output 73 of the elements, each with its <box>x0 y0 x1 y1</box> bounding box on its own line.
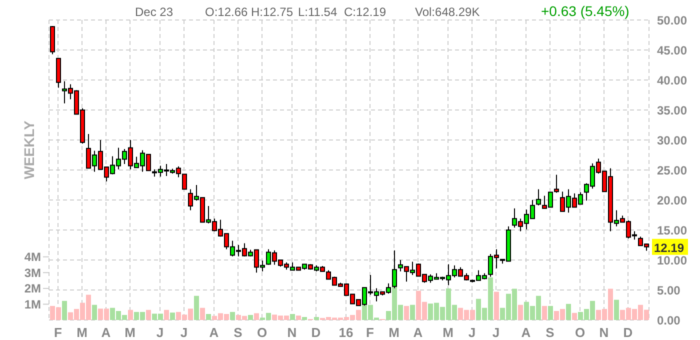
bar <box>302 317 307 320</box>
x-tick-label: M <box>388 325 400 340</box>
x-tick-label: S <box>546 325 555 340</box>
x-tick-label: N <box>599 325 609 340</box>
bar <box>200 308 205 320</box>
y-tick-label: 30.00 <box>657 133 688 148</box>
bar <box>92 304 97 320</box>
x-tick-label: M <box>76 325 88 340</box>
y-tick-label: 40.00 <box>657 73 688 88</box>
y-tick-label: 5.00 <box>657 283 681 298</box>
text: O:12.66 <box>205 5 248 19</box>
bar <box>170 312 175 320</box>
x-tick-label: A <box>521 325 532 340</box>
bar <box>194 296 199 320</box>
bar <box>248 314 253 320</box>
bar <box>128 310 133 320</box>
text: H:12.75 <box>251 5 294 19</box>
x-tick-label: J <box>468 325 476 340</box>
y-tick-label: 10.00 <box>657 253 688 268</box>
bar <box>290 314 295 320</box>
bar <box>542 306 547 320</box>
bar <box>404 306 409 320</box>
annotation: 12.19 <box>654 240 684 255</box>
x-tick-label: A <box>209 325 220 340</box>
bar <box>518 304 523 320</box>
y-tick-label: 45.00 <box>657 43 688 58</box>
x-tick-label: A <box>101 325 112 340</box>
y2-tick-label: 4M <box>24 250 41 264</box>
y2-tick-label: 3M <box>24 266 41 280</box>
y-tick-label: 50.00 <box>657 13 688 28</box>
bar <box>494 292 499 320</box>
y-tick-label: 20.00 <box>657 193 688 208</box>
x-tick-label: N <box>287 325 297 340</box>
text: +0.63 (5.45%) <box>541 3 630 19</box>
bar <box>614 300 619 320</box>
bar <box>62 300 67 320</box>
x-tick-label: S <box>234 325 243 340</box>
y2-tick-label: 1M <box>24 297 41 312</box>
y-tick-label: 15.00 <box>657 223 688 238</box>
x-tick-label: M <box>442 325 454 340</box>
y-tick-label: 25.00 <box>657 163 688 178</box>
text: L:11.54 <box>298 5 338 19</box>
x-tick-label: D <box>311 325 321 340</box>
x-tick-label: O <box>574 325 586 340</box>
x-tick-label: F <box>54 325 62 340</box>
bar <box>548 306 553 320</box>
y-tick-label: 35.00 <box>657 103 688 118</box>
bar <box>410 304 415 320</box>
bar <box>230 312 235 320</box>
bar <box>146 310 151 320</box>
bar <box>572 312 577 320</box>
bar <box>254 313 259 320</box>
bar <box>314 317 319 320</box>
x-tick-label: J <box>492 325 500 340</box>
x-tick-label: A <box>413 325 424 340</box>
bar <box>296 316 301 320</box>
x-tick-label: J <box>180 325 188 340</box>
y-tick-label: 0.00 <box>657 313 681 328</box>
text: Dec 23 <box>135 5 174 19</box>
x-tick-label: F <box>366 325 374 340</box>
x-tick-label: O <box>256 325 268 340</box>
x-tick-label: J <box>156 325 164 340</box>
bar <box>164 310 169 320</box>
x-tick-label: M <box>124 325 136 340</box>
x-tick-label: 16 <box>338 325 354 340</box>
bar <box>566 304 571 320</box>
bar <box>206 314 211 320</box>
candlestick <box>536 188 541 206</box>
y2-tick-label: 2M <box>24 282 41 296</box>
text: Vol:648.29K <box>415 5 480 19</box>
text: WEEKLY <box>21 120 37 180</box>
text: C:12.19 <box>344 5 386 19</box>
x-tick-label: D <box>623 325 633 340</box>
